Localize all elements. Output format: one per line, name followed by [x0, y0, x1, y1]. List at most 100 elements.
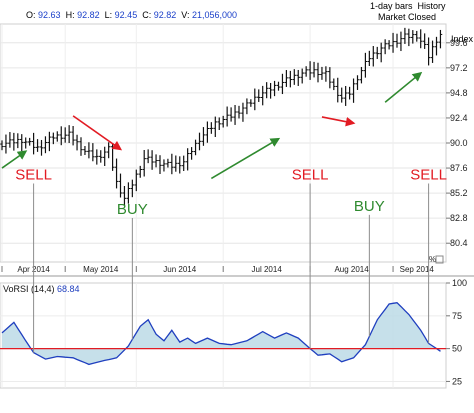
time-tick-label: Jun 2014: [163, 265, 196, 274]
oscillator-y-tick-label: 25: [452, 376, 462, 386]
price-bar: [268, 82, 273, 99]
scale-toggle-box: [435, 255, 444, 264]
price-bar: [35, 139, 40, 152]
price-bar: [193, 139, 198, 156]
price-y-tick-label: 97.2: [450, 63, 468, 73]
price-bar: [288, 70, 293, 88]
price-bar: [375, 46, 380, 59]
price-y-tick-label: 90.0: [450, 138, 468, 148]
time-tick-label: Jul 2014: [252, 265, 283, 274]
oscillator-line: [1, 302, 441, 366]
price-bar: [47, 131, 52, 152]
price-bar: [205, 121, 210, 143]
price-bar: [31, 132, 36, 155]
sell-signal-label: SELL: [410, 167, 447, 184]
price-bar: [430, 40, 435, 63]
low-value: 92.45: [114, 10, 138, 20]
oscillator-y-tick-label: 100: [452, 278, 467, 288]
price-bar: [359, 66, 364, 84]
price-bar: [221, 115, 225, 128]
price-bar: [55, 131, 60, 142]
price-bar: [142, 149, 146, 177]
price-bar: [324, 66, 328, 82]
price-bar: [260, 85, 265, 106]
price-bar: [95, 149, 99, 165]
price-bar: [335, 77, 340, 103]
up-trend-arrow: [210, 137, 281, 180]
price-bar: [8, 132, 12, 148]
price-bar: [367, 50, 372, 66]
price-bar: [154, 154, 158, 168]
price-bar: [225, 106, 229, 127]
close-key: C:: [142, 10, 152, 20]
price-bar: [304, 66, 308, 77]
up-trend-arrow: [1, 150, 28, 169]
price-bar: [284, 70, 289, 87]
price-bar: [189, 147, 194, 160]
time-tick-label: Aug 2014: [334, 265, 369, 274]
price-bar: [383, 39, 387, 55]
high-value: 92.82: [77, 10, 100, 20]
price-bar: [39, 139, 44, 156]
down-trend-arrow: [321, 116, 356, 127]
price-bar: [126, 182, 131, 204]
price-bar: [387, 40, 391, 50]
price-bar: [347, 86, 352, 100]
price-bar: [162, 159, 166, 172]
price-bar: [118, 173, 123, 198]
price-y-tick-label: 85.2: [450, 188, 468, 198]
price-bar: [371, 46, 376, 67]
price-bar: [146, 149, 150, 164]
price-bar: [407, 28, 411, 47]
price-bar: [332, 78, 336, 91]
price-y-tick-label: 82.8: [450, 213, 468, 223]
price-bar: [241, 102, 245, 122]
price-bar: [185, 148, 190, 171]
price-bar: [438, 29, 443, 49]
history-link[interactable]: History: [417, 1, 446, 11]
percent-label: %: [429, 255, 436, 264]
price-bar: [253, 88, 257, 111]
price-bar: [296, 69, 301, 86]
price-bar: [343, 86, 348, 106]
price-bar: [59, 126, 64, 146]
price-bar: [177, 156, 182, 174]
index-label: Index: [451, 34, 474, 44]
price-bar: [320, 66, 324, 80]
price-bar: [0, 140, 4, 151]
price-bar: [51, 132, 56, 145]
time-tick-label: May 2014: [83, 265, 119, 274]
close-value: 92.82: [153, 10, 177, 20]
price-bar: [426, 37, 431, 66]
price-y-tick-label: 80.4: [450, 238, 468, 248]
price-bar: [351, 78, 356, 103]
price-bar: [67, 125, 71, 143]
price-bar: [130, 179, 135, 198]
price-y-tick-label: 92.4: [450, 113, 468, 123]
price-bar: [98, 150, 103, 163]
price-bar: [166, 158, 170, 168]
price-bar: [399, 31, 403, 52]
oscillator-current-value: 68.84: [57, 284, 80, 294]
up-trend-arrow: [384, 71, 423, 103]
volume-value: 21,056,000: [191, 10, 238, 20]
price-bar: [264, 82, 269, 99]
bars-label: 1-day bars: [370, 1, 413, 11]
buy-signal-label: BUY: [354, 198, 385, 215]
price-bar: [213, 116, 218, 137]
price-bar: [150, 150, 154, 170]
price-bar: [23, 137, 28, 149]
price-bar: [434, 36, 439, 56]
price-bar: [272, 80, 277, 97]
low-key: L:: [104, 10, 113, 20]
price-bar: [170, 153, 174, 175]
price-bar: [233, 105, 237, 125]
price-bar: [174, 155, 178, 172]
price-bar: [217, 117, 222, 131]
buy-signal-label: BUY: [117, 201, 148, 218]
price-bar: [12, 132, 16, 151]
open-key: O:: [26, 10, 36, 20]
sell-signal-label: SELL: [15, 167, 52, 184]
